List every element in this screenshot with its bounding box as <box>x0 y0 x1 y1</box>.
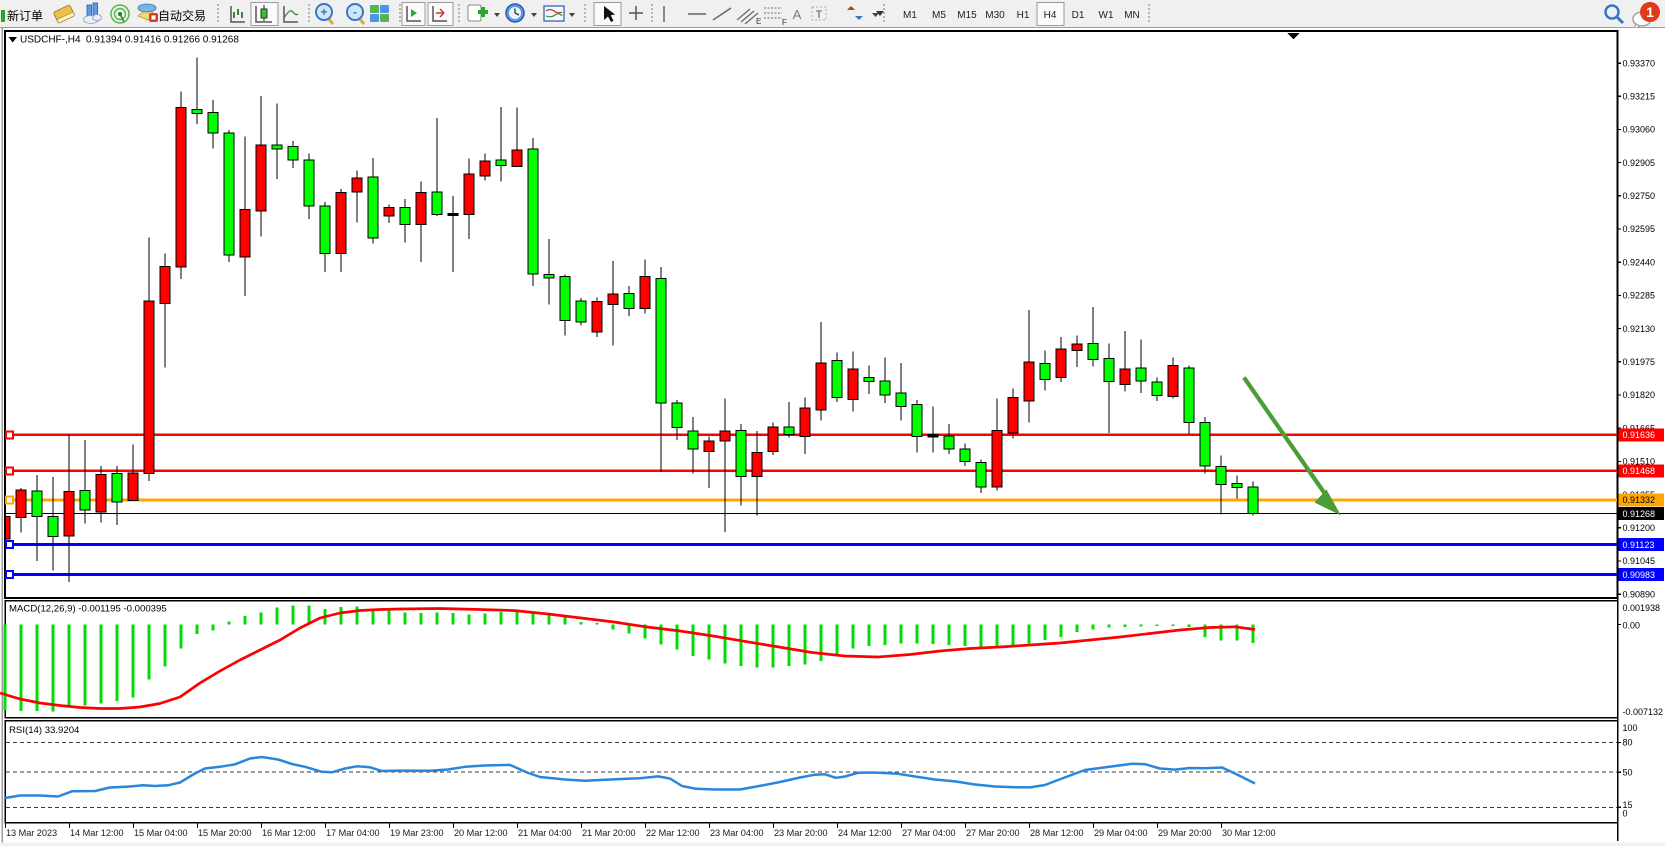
svg-text:D1: D1 <box>1072 10 1085 21</box>
svg-text:0.91975: 0.91975 <box>1623 357 1656 367</box>
svg-text:0.91510: 0.91510 <box>1623 457 1656 467</box>
svg-text:30 Mar 12:00: 30 Mar 12:00 <box>1222 828 1276 838</box>
svg-text:0.93060: 0.93060 <box>1623 125 1656 135</box>
svg-text:0.00: 0.00 <box>1623 621 1641 631</box>
svg-text:0.91394 0.91416 0.91266 0.9126: 0.91394 0.91416 0.91266 0.91268 <box>86 35 239 46</box>
svg-text:0.91045: 0.91045 <box>1623 556 1656 566</box>
svg-text:H1: H1 <box>1017 10 1030 21</box>
svg-text:MN: MN <box>1124 10 1140 21</box>
svg-text:16 Mar 12:00: 16 Mar 12:00 <box>262 828 316 838</box>
svg-text:+: + <box>320 5 327 19</box>
svg-text:-0.007132: -0.007132 <box>1623 707 1664 717</box>
svg-text:1: 1 <box>1646 4 1654 20</box>
svg-text:0.92130: 0.92130 <box>1623 324 1656 334</box>
svg-text:100: 100 <box>1623 723 1638 733</box>
svg-text:0.91820: 0.91820 <box>1623 390 1656 400</box>
svg-text:0.92440: 0.92440 <box>1623 257 1656 267</box>
svg-text:0.91268: 0.91268 <box>1623 509 1656 519</box>
svg-text:29 Mar 20:00: 29 Mar 20:00 <box>1158 828 1212 838</box>
svg-text:13 Mar 2023: 13 Mar 2023 <box>6 828 57 838</box>
svg-text:0.91468: 0.91468 <box>1623 466 1656 476</box>
svg-text:-: - <box>353 5 357 19</box>
svg-text:M1: M1 <box>903 10 917 21</box>
svg-text:0.92595: 0.92595 <box>1623 224 1656 234</box>
svg-text:USDCHF-,H4: USDCHF-,H4 <box>20 35 81 46</box>
svg-text:21 Mar 04:00: 21 Mar 04:00 <box>518 828 572 838</box>
svg-text:27 Mar 20:00: 27 Mar 20:00 <box>966 828 1020 838</box>
svg-text:0: 0 <box>1623 809 1628 819</box>
svg-text:0.91332: 0.91332 <box>1623 495 1656 505</box>
svg-text:20 Mar 12:00: 20 Mar 12:00 <box>454 828 508 838</box>
svg-text:0.91200: 0.91200 <box>1623 523 1656 533</box>
svg-text:15 Mar 20:00: 15 Mar 20:00 <box>198 828 252 838</box>
svg-text:RSI(14) 33.9204: RSI(14) 33.9204 <box>9 725 80 736</box>
svg-text:MACD(12,26,9) -0.001195 -0.000: MACD(12,26,9) -0.001195 -0.000395 <box>9 604 167 615</box>
svg-text:27 Mar 04:00: 27 Mar 04:00 <box>902 828 956 838</box>
svg-text:23 Mar 04:00: 23 Mar 04:00 <box>710 828 764 838</box>
svg-text:0.91636: 0.91636 <box>1623 430 1656 440</box>
svg-text:28 Mar 12:00: 28 Mar 12:00 <box>1030 828 1084 838</box>
svg-text:M15: M15 <box>957 10 977 21</box>
svg-text:22 Mar 12:00: 22 Mar 12:00 <box>646 828 700 838</box>
svg-text:14 Mar 12:00: 14 Mar 12:00 <box>70 828 124 838</box>
svg-text:W1: W1 <box>1099 10 1114 21</box>
svg-text:29 Mar 04:00: 29 Mar 04:00 <box>1094 828 1148 838</box>
svg-text:15: 15 <box>1623 800 1633 810</box>
svg-text:0.91123: 0.91123 <box>1623 540 1655 550</box>
svg-text:T: T <box>816 9 823 21</box>
svg-text:0.93215: 0.93215 <box>1623 91 1656 101</box>
svg-text:M30: M30 <box>985 10 1005 21</box>
svg-text:0.92750: 0.92750 <box>1623 191 1656 201</box>
svg-text:H4: H4 <box>1044 10 1057 21</box>
svg-text:0.90983: 0.90983 <box>1623 570 1656 580</box>
svg-text:F: F <box>782 18 787 27</box>
svg-text:0.92905: 0.92905 <box>1623 158 1656 168</box>
svg-text:0.92285: 0.92285 <box>1623 291 1656 301</box>
svg-text:21 Mar 20:00: 21 Mar 20:00 <box>582 828 636 838</box>
svg-text:0.93370: 0.93370 <box>1623 58 1656 68</box>
svg-text:0.001938: 0.001938 <box>1623 603 1661 613</box>
svg-text:M5: M5 <box>932 10 946 21</box>
svg-text:15 Mar 04:00: 15 Mar 04:00 <box>134 828 188 838</box>
svg-text:A: A <box>793 7 802 22</box>
svg-text:50: 50 <box>1623 767 1633 777</box>
svg-text:23 Mar 20:00: 23 Mar 20:00 <box>774 828 828 838</box>
svg-text:0.90890: 0.90890 <box>1623 589 1656 599</box>
svg-text:24 Mar 12:00: 24 Mar 12:00 <box>838 828 892 838</box>
svg-text:19 Mar 23:00: 19 Mar 23:00 <box>390 828 444 838</box>
svg-text:E: E <box>756 17 761 26</box>
svg-text:17 Mar 04:00: 17 Mar 04:00 <box>326 828 380 838</box>
svg-text:80: 80 <box>1623 738 1633 748</box>
